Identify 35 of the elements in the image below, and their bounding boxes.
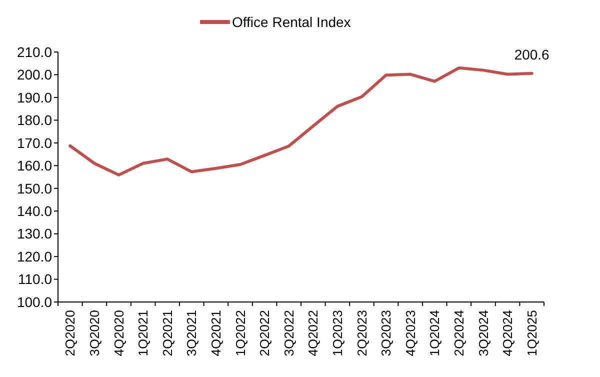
x-tick-label: 3Q2020 <box>87 310 102 356</box>
x-tick-label: 2Q2021 <box>160 310 175 356</box>
y-tick-label: 130.0 <box>16 226 52 242</box>
y-tick-label: 100.0 <box>16 294 52 310</box>
x-tick-label: 1Q2022 <box>232 310 248 356</box>
y-tick-label: 150.0 <box>16 180 52 196</box>
x-tick-label: 1Q2025 <box>524 310 540 356</box>
x-tick-label: 1Q2023 <box>330 310 345 356</box>
x-tick-label: 2Q2023 <box>354 310 370 356</box>
x-tick-label: 4Q2023 <box>402 310 418 356</box>
x-tick-label: 1Q2021 <box>136 310 151 356</box>
x-tick-label: 3Q2022 <box>281 310 296 356</box>
x-tick-label: 4Q2021 <box>208 310 224 356</box>
legend-label: Office Rental Index <box>232 14 351 30</box>
x-tick-label: 3Q2024 <box>476 310 491 356</box>
x-tick-label: 3Q2023 <box>378 310 394 356</box>
y-tick-label: 190.0 <box>16 89 52 106</box>
y-tick-label: 170.0 <box>16 134 52 151</box>
y-tick-label: 120.0 <box>16 248 52 264</box>
x-tick-label: 2Q2024 <box>452 310 466 356</box>
y-tick-label: 110.0 <box>18 271 52 288</box>
y-tick-label: 140.0 <box>16 202 52 219</box>
x-tick-label: 1Q2024 <box>427 310 442 356</box>
x-tick-label: 2Q2022 <box>257 310 272 356</box>
x-tick-label: 4Q2024 <box>500 310 516 356</box>
line-series <box>68 66 534 176</box>
x-tick-label: 4Q2022 <box>306 310 321 356</box>
y-tick-label: 180.0 <box>16 112 52 128</box>
y-tick-label: 160.0 <box>16 158 52 174</box>
x-tick-label: 2Q2020 <box>62 310 78 356</box>
y-tick-label: 210.0 <box>16 44 52 60</box>
x-tick-label: 4Q2020 <box>111 310 126 356</box>
x-tick-label: 3Q2021 <box>184 310 200 356</box>
annotation: 200.6 <box>514 46 550 62</box>
y-tick-label: 200.0 <box>16 66 52 83</box>
